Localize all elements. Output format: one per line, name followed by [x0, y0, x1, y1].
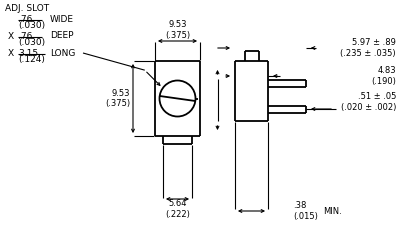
Text: 9.53
(.375): 9.53 (.375)	[165, 20, 190, 40]
Text: LONG: LONG	[50, 48, 75, 58]
Text: 3.15: 3.15	[18, 49, 38, 58]
Text: WIDE: WIDE	[50, 15, 74, 24]
Text: 5.64
(.222): 5.64 (.222)	[165, 199, 190, 219]
Text: X: X	[8, 32, 14, 41]
Text: MIN.: MIN.	[323, 206, 342, 215]
Text: .51 ± .05
(.020 ± .002): .51 ± .05 (.020 ± .002)	[341, 92, 396, 112]
Text: (.030): (.030)	[18, 21, 45, 30]
Text: ADJ. SLOT: ADJ. SLOT	[5, 4, 49, 13]
Text: .38
(.015): .38 (.015)	[293, 201, 318, 221]
Text: X: X	[8, 49, 14, 58]
Text: DEEP: DEEP	[50, 31, 74, 41]
Text: .76: .76	[18, 32, 32, 41]
Text: 5.97 ± .89
(.235 ± .035): 5.97 ± .89 (.235 ± .035)	[340, 38, 396, 58]
Text: (.124): (.124)	[18, 55, 45, 64]
Text: 9.53
(.375): 9.53 (.375)	[105, 89, 130, 108]
Text: (.030): (.030)	[18, 38, 45, 47]
Text: .76: .76	[18, 15, 32, 24]
Text: 4.83
(.190): 4.83 (.190)	[371, 66, 396, 86]
